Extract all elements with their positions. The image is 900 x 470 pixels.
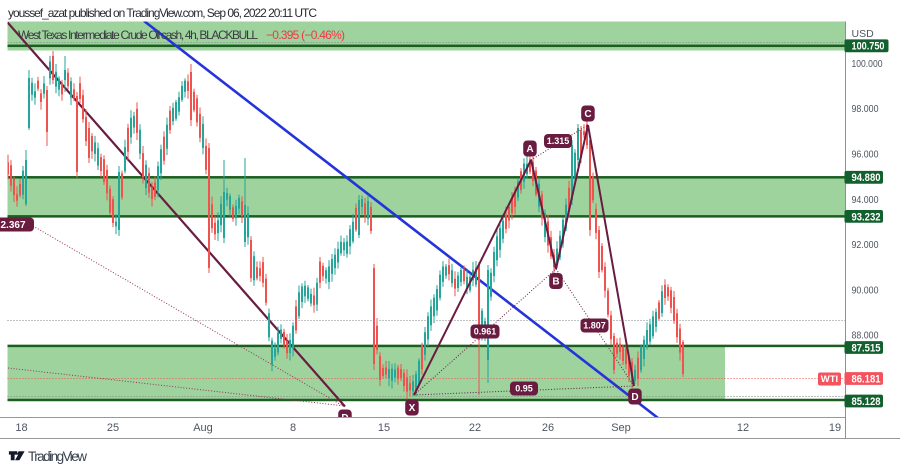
svg-text:94.000: 94.000 xyxy=(852,194,879,206)
svg-text:X: X xyxy=(409,403,416,414)
svg-text:D: D xyxy=(631,392,638,403)
svg-text:87.515: 87.515 xyxy=(852,342,881,354)
svg-text:Aug: Aug xyxy=(193,422,213,434)
svg-text:Sep: Sep xyxy=(611,422,631,434)
svg-text:93.232: 93.232 xyxy=(852,211,881,223)
svg-text:85.128: 85.128 xyxy=(852,396,881,408)
svg-text:98.000: 98.000 xyxy=(852,103,879,115)
svg-text:12: 12 xyxy=(737,422,749,434)
svg-text:USD: USD xyxy=(852,28,875,40)
svg-text:−0.395 (−0.46%): −0.395 (−0.46%) xyxy=(266,28,345,42)
svg-text:1.807: 1.807 xyxy=(583,321,606,331)
svg-text:15: 15 xyxy=(378,422,390,434)
svg-text:92.000: 92.000 xyxy=(852,239,879,251)
svg-text:100.750: 100.750 xyxy=(852,41,885,53)
svg-text:TradingView: TradingView xyxy=(28,449,87,464)
svg-text:B: B xyxy=(552,277,559,288)
svg-text:88.000: 88.000 xyxy=(852,330,879,342)
svg-text:A: A xyxy=(526,144,533,155)
svg-text:96.000: 96.000 xyxy=(852,148,879,160)
svg-text:94.880: 94.880 xyxy=(852,172,881,184)
svg-text:25: 25 xyxy=(107,422,119,434)
svg-text:WTI: WTI xyxy=(821,374,838,385)
svg-text:26: 26 xyxy=(542,422,554,434)
svg-text:90.000: 90.000 xyxy=(852,284,879,296)
svg-text:2.367: 2.367 xyxy=(0,220,25,231)
svg-text:100.000: 100.000 xyxy=(852,58,883,70)
svg-text:youssef_azat published on Trad: youssef_azat published on TradingView.co… xyxy=(8,6,317,20)
svg-text:0.961: 0.961 xyxy=(474,327,497,337)
svg-text:West Texas Intermediate Crude: West Texas Intermediate Crude Oil cash, … xyxy=(18,28,258,42)
svg-text:8: 8 xyxy=(290,422,296,434)
svg-text:22: 22 xyxy=(469,422,481,434)
svg-text:0.95: 0.95 xyxy=(515,384,533,394)
svg-text:C: C xyxy=(584,109,591,120)
svg-text:19: 19 xyxy=(829,422,841,434)
svg-text:1.315: 1.315 xyxy=(547,136,570,146)
svg-text:86.181: 86.181 xyxy=(852,373,881,385)
svg-text:D: D xyxy=(341,413,348,424)
svg-text:18: 18 xyxy=(15,422,27,434)
